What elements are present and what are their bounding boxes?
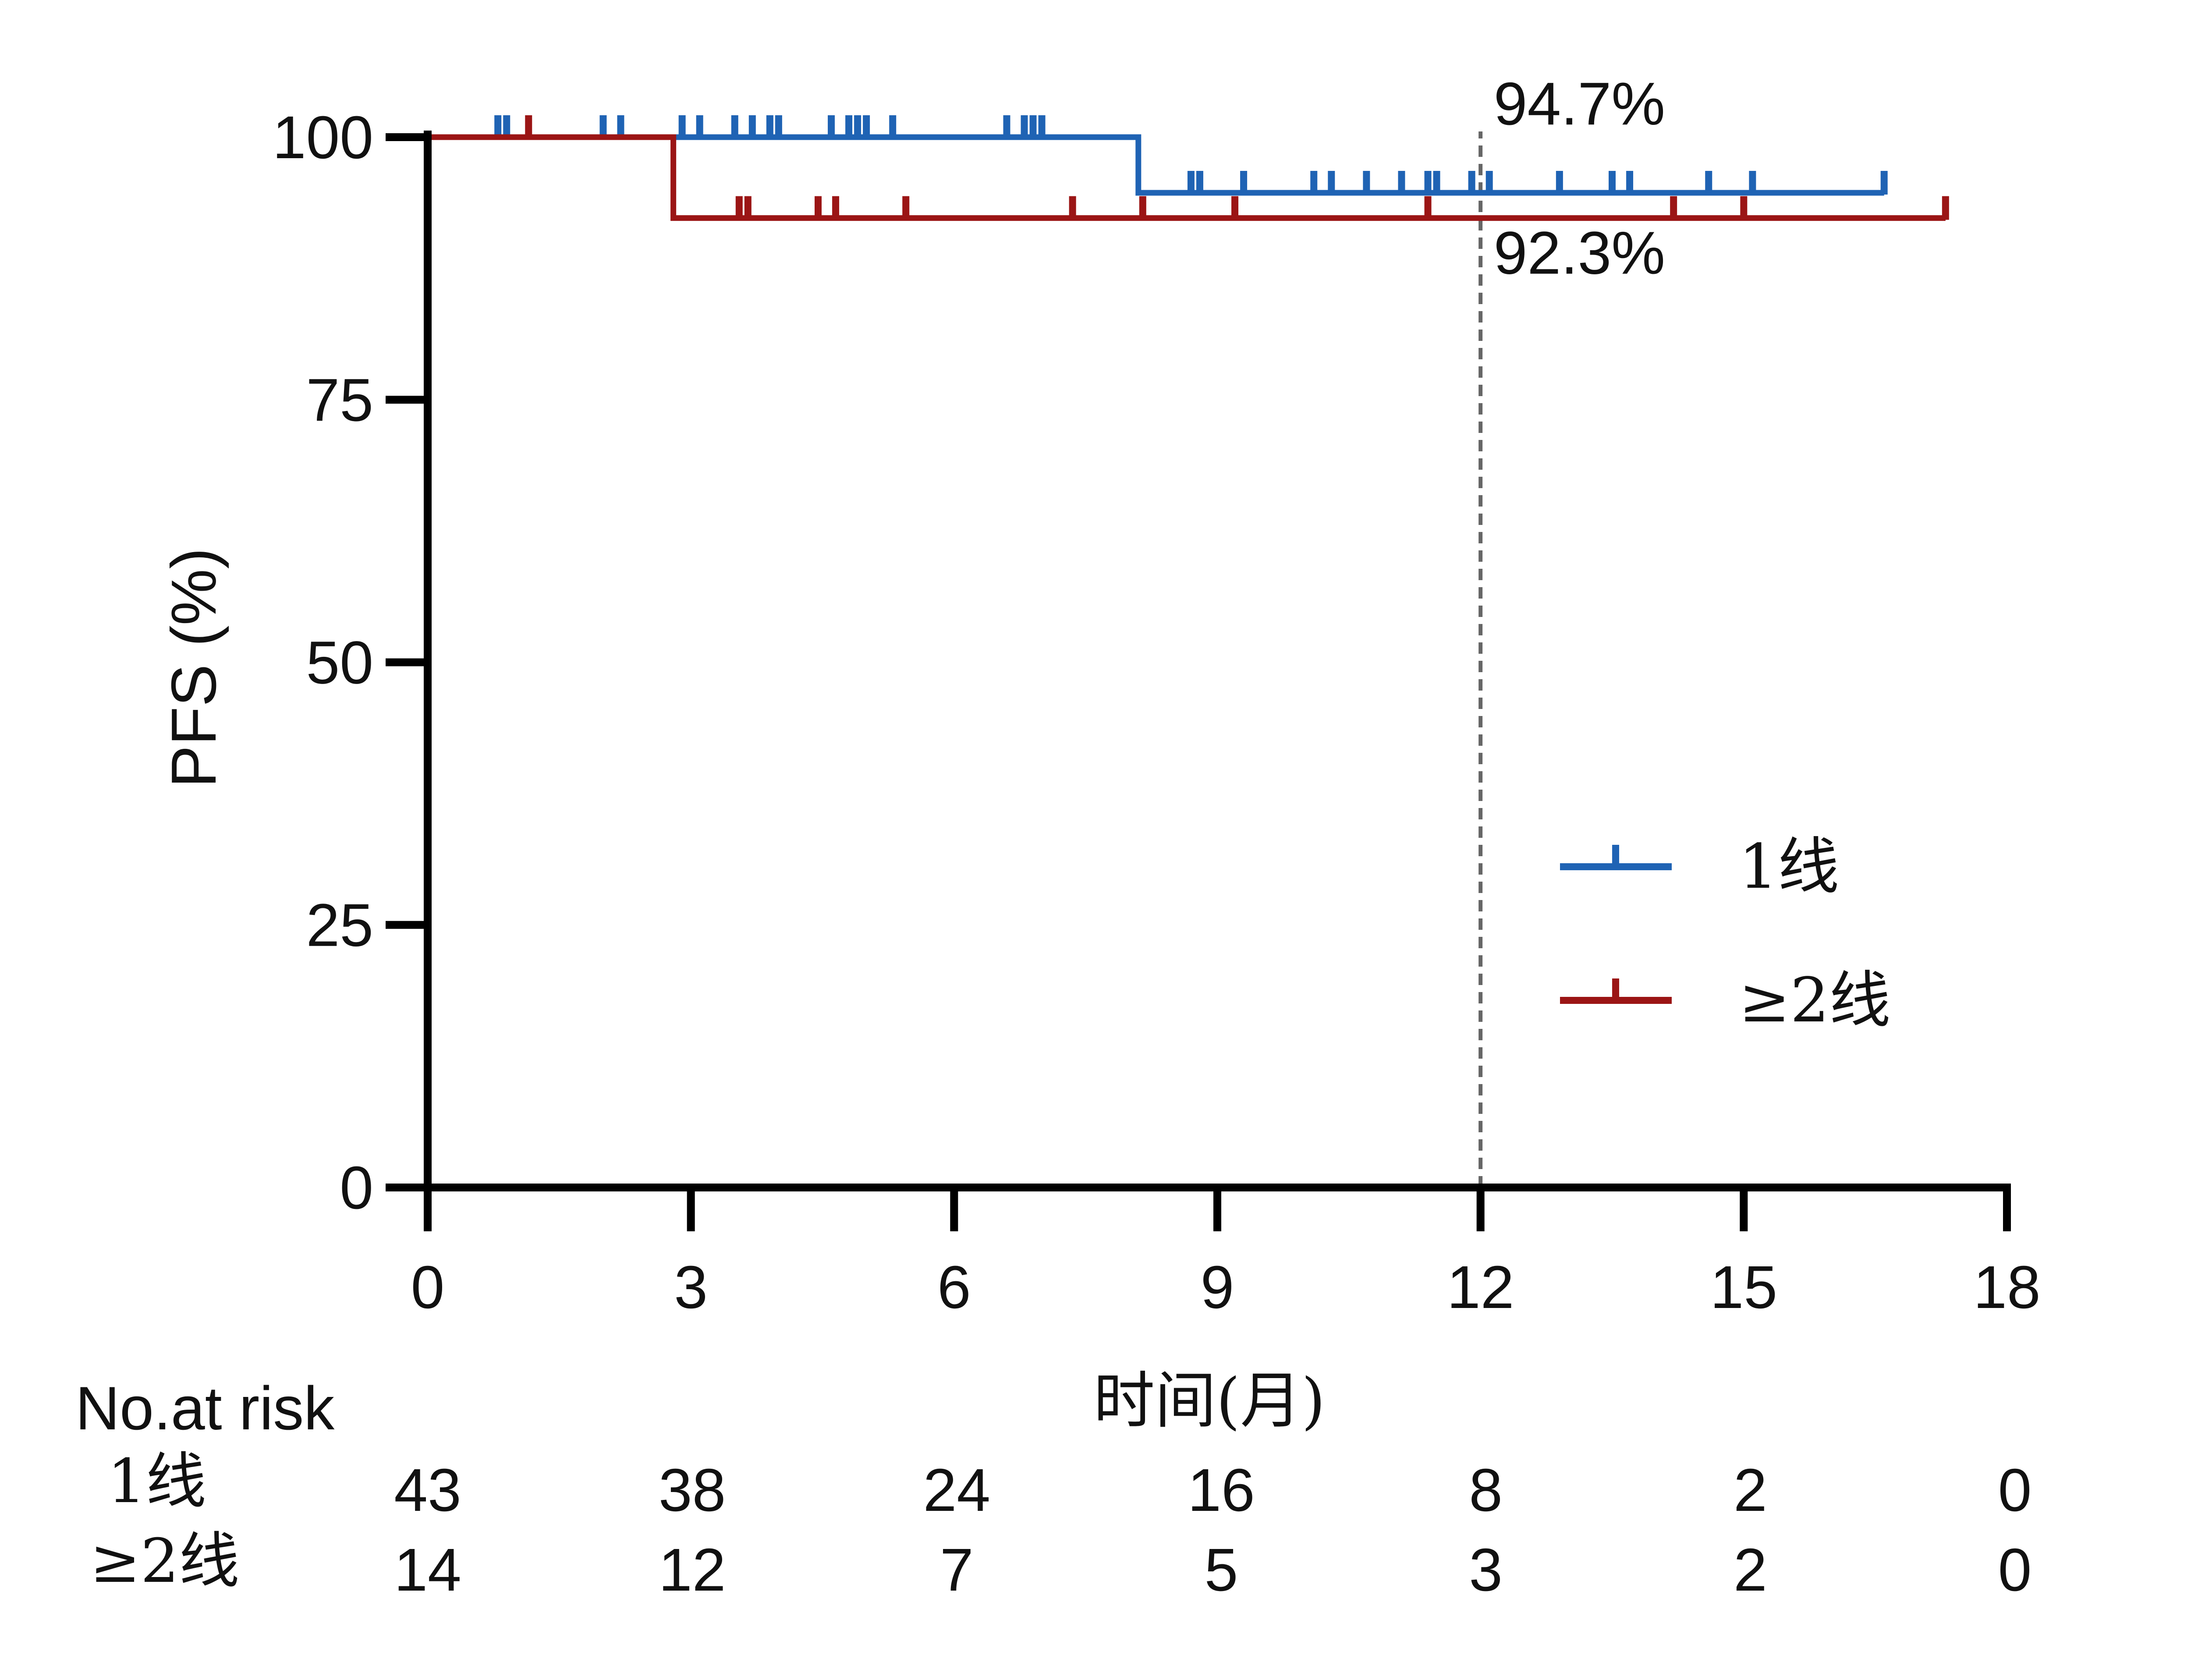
- survival-curve-1: [428, 134, 1884, 196]
- risk-value: 2: [1734, 1536, 1767, 1604]
- legend-item-1: 1线: [1560, 831, 1839, 903]
- risk-row-1: 1线 43 38 24 16 8 2 0: [107, 1446, 2031, 1524]
- x-tick-label: 0: [411, 1254, 445, 1321]
- annotation-1: 94.7%: [1494, 70, 1665, 138]
- x-tick-label: 3: [674, 1254, 708, 1321]
- risk-value: 2: [1734, 1457, 1767, 1524]
- risk-value: 38: [659, 1457, 726, 1524]
- legend-item-2: ≥2线: [1560, 965, 1890, 1036]
- y-axis-title: PFS (%): [158, 548, 229, 788]
- y-tick-label: 25: [306, 892, 374, 959]
- risk-value: 43: [394, 1457, 461, 1524]
- risk-value: 16: [1188, 1457, 1255, 1524]
- y-tick-label: 75: [306, 366, 374, 434]
- risk-row-label: ≥2线: [90, 1526, 239, 1596]
- risk-row-2: ≥2线 14 12 7 5 3 2 0: [90, 1526, 2031, 1604]
- risk-value: 12: [659, 1536, 726, 1604]
- risk-value: 7: [940, 1536, 974, 1604]
- risk-value: 0: [1998, 1457, 2032, 1524]
- annotation-2: 92.3%: [1494, 220, 1665, 287]
- risk-value: 5: [1205, 1536, 1238, 1604]
- survival-curve-2: [428, 134, 1946, 221]
- y-tick-label: 100: [273, 104, 373, 171]
- axes: 0 25 50 75 100 0 3 6 9 12 15 18 时间(月) PFS (%): [158, 104, 2041, 1437]
- y-tick-label: 50: [306, 629, 374, 697]
- legend-label: 1线: [1739, 831, 1839, 903]
- series-1: [428, 115, 1888, 196]
- plot-area: 94.7% 92.3%: [428, 70, 1949, 1187]
- x-axis-title: 时间(月): [1093, 1365, 1325, 1437]
- risk-table-title: No.at risk: [75, 1374, 335, 1443]
- x-tick-label: 6: [937, 1254, 971, 1321]
- series-2: [428, 115, 1949, 221]
- risk-value: 3: [1469, 1536, 1503, 1604]
- x-tick-label: 9: [1201, 1254, 1234, 1321]
- y-tick-label: 0: [340, 1154, 373, 1222]
- risk-value: 24: [923, 1457, 991, 1524]
- risk-value: 14: [394, 1536, 461, 1604]
- x-tick-label: 15: [1710, 1254, 1778, 1321]
- legend: 1线 ≥2线: [1560, 831, 1890, 1036]
- risk-value: 8: [1469, 1457, 1503, 1524]
- risk-row-label: 1线: [107, 1446, 206, 1517]
- legend-label: ≥2线: [1739, 965, 1890, 1036]
- x-tick-label: 18: [1973, 1254, 2041, 1321]
- risk-value: 0: [1998, 1536, 2032, 1604]
- x-tick-label: 12: [1447, 1254, 1514, 1321]
